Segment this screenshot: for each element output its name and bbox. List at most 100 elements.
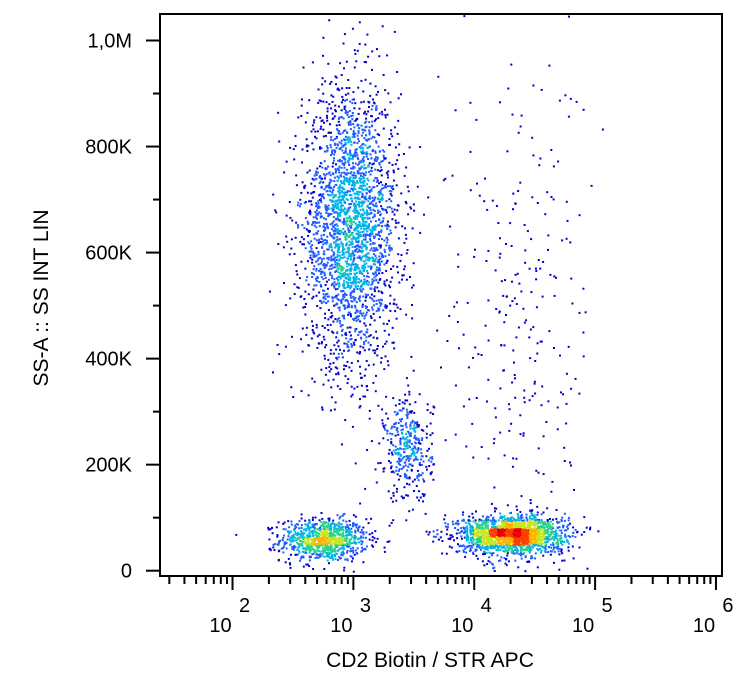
event-point: [341, 243, 344, 245]
event-point: [346, 180, 349, 183]
event-point: [320, 541, 323, 544]
event-point: [405, 474, 407, 477]
event-point: [350, 300, 353, 303]
event-point: [478, 530, 481, 533]
event-point: [511, 533, 514, 535]
event-point: [372, 135, 374, 138]
event-point: [441, 540, 444, 542]
event-point: [338, 160, 341, 163]
event-point: [324, 276, 327, 279]
event-point: [405, 413, 408, 416]
event-point: [481, 524, 484, 526]
event-point: [311, 377, 314, 380]
event-point: [339, 116, 342, 119]
event-point: [409, 410, 411, 413]
event-point: [382, 217, 385, 220]
event-point: [318, 165, 321, 168]
event-point: [386, 540, 389, 543]
event-point: [325, 218, 327, 221]
event-point: [327, 207, 330, 210]
event-point: [309, 209, 311, 212]
event-point: [343, 292, 346, 295]
event-point: [321, 77, 324, 80]
event-point: [289, 566, 292, 569]
event-point: [367, 257, 370, 260]
event-point: [320, 554, 323, 557]
event-point: [352, 236, 355, 239]
event-point: [389, 309, 392, 312]
event-point: [372, 363, 375, 366]
event-point: [344, 143, 347, 145]
event-point: [408, 146, 411, 149]
event-point: [360, 250, 363, 253]
event-point: [361, 223, 364, 226]
event-point: [357, 360, 359, 363]
event-point: [508, 546, 511, 549]
event-point: [444, 514, 447, 517]
event-point: [327, 546, 330, 549]
event-point: [407, 465, 410, 468]
event-point: [501, 516, 504, 518]
event-point: [350, 395, 353, 398]
event-point: [340, 241, 343, 244]
event-point: [359, 331, 361, 334]
event-point: [343, 307, 346, 310]
event-point: [372, 336, 375, 339]
event-point: [370, 247, 373, 250]
event-point: [423, 213, 425, 216]
event-point: [334, 401, 337, 404]
event-point: [327, 62, 330, 65]
event-point: [507, 549, 510, 552]
event-point: [334, 553, 336, 556]
event-point: [546, 529, 549, 532]
event-point: [324, 226, 327, 229]
event-point: [334, 233, 337, 236]
event-point: [421, 455, 424, 458]
event-point: [296, 553, 299, 556]
event-point: [319, 270, 322, 273]
event-point: [358, 352, 361, 355]
event-point: [381, 221, 384, 224]
event-point: [339, 515, 342, 518]
event-point: [337, 196, 340, 199]
event-point: [313, 530, 316, 533]
event-point: [348, 181, 351, 184]
event-point: [361, 255, 364, 258]
event-point: [362, 230, 365, 233]
event-point: [360, 543, 363, 546]
event-point: [374, 530, 377, 533]
event-point: [364, 293, 367, 296]
event-point: [346, 234, 349, 237]
event-point: [371, 186, 374, 189]
event-point: [380, 174, 383, 177]
event-point: [378, 262, 381, 265]
event-point: [364, 236, 367, 239]
event-point: [567, 519, 570, 522]
event-point: [331, 274, 334, 277]
event-point: [362, 214, 365, 217]
event-point: [425, 436, 428, 439]
event-point: [292, 535, 295, 538]
event-point: [356, 117, 359, 120]
event-point: [344, 332, 347, 335]
event-point: [363, 315, 366, 318]
event-point: [414, 442, 417, 445]
event-point: [379, 170, 382, 173]
event-point: [289, 297, 292, 300]
event-point: [379, 298, 382, 301]
event-point: [405, 442, 408, 445]
event-point: [391, 425, 394, 428]
event-point: [358, 299, 361, 302]
event-point: [342, 267, 345, 269]
event-point: [322, 100, 325, 103]
event-point: [386, 113, 389, 116]
event-point: [554, 531, 557, 534]
event-point: [341, 186, 344, 189]
event-point: [378, 442, 381, 445]
event-point: [372, 545, 375, 548]
event-point: [494, 510, 496, 513]
event-point: [358, 168, 361, 171]
event-point: [540, 528, 543, 531]
event-point: [339, 271, 342, 274]
event-point: [419, 496, 422, 499]
